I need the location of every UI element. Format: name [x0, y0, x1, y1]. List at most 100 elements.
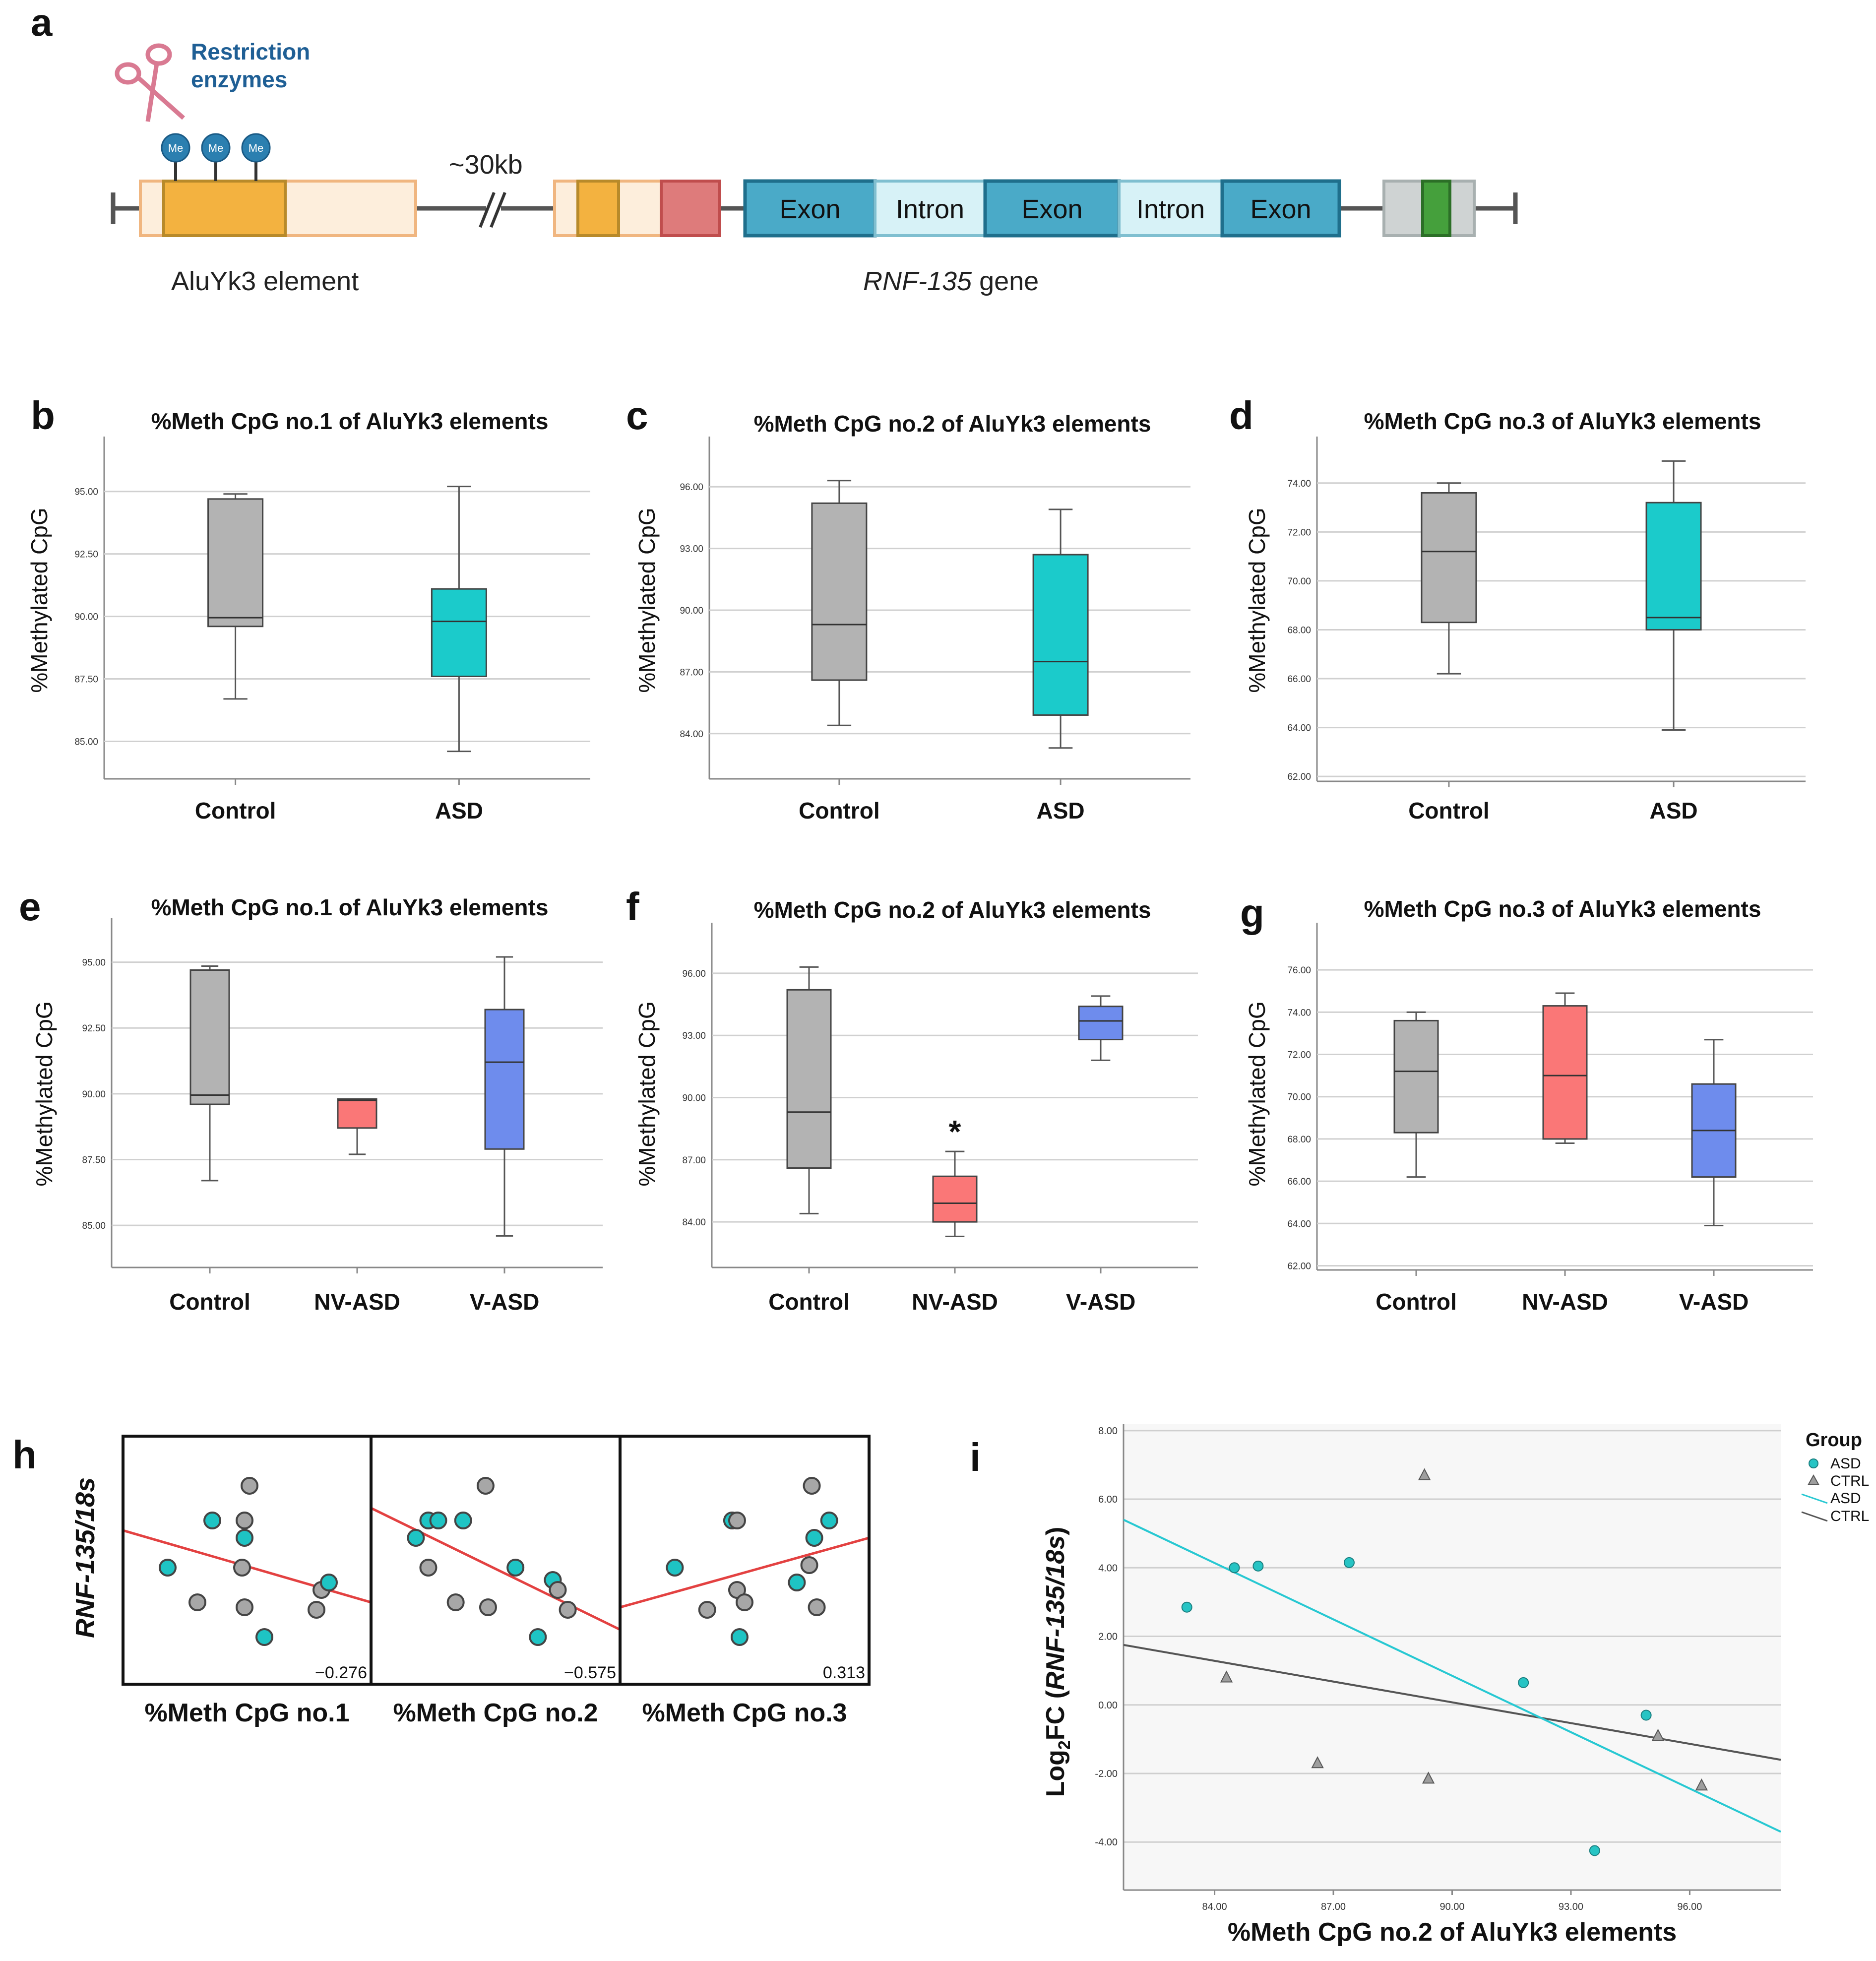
category-label-e: Control [169, 1289, 250, 1315]
category-label-e: NV-ASD [314, 1289, 400, 1315]
panel-h: h RNF-135/18s −0.276 %Meth CpG no.1 −0.575 %M… [12, 1433, 871, 1727]
point-asd [1589, 1845, 1600, 1856]
box-e-2 [337, 1098, 377, 1273]
legend-ctrl-line [1801, 1511, 1828, 1522]
box-body-b [431, 588, 487, 677]
category-label-g: Control [1376, 1289, 1457, 1315]
point-asd [730, 1628, 749, 1646]
gene-label: RNF-135 gene [863, 266, 1039, 296]
y-tick-label-d: 64.00 [1287, 723, 1311, 734]
point-ctrl [236, 1598, 253, 1616]
exon-1 [743, 179, 877, 238]
alu-element-label: AluYk3 element [171, 266, 359, 296]
point-asd [506, 1559, 525, 1577]
panel-c: c %Meth CpG no.2 of AluYk3 elements %Methy… [626, 393, 1190, 823]
point-asd [666, 1559, 684, 1577]
intron-2 [1118, 180, 1224, 237]
box-body-e [189, 969, 230, 1105]
subplot-h-2: −0.575 %Meth CpG no.2 [370, 1435, 622, 1727]
point-asd [1252, 1560, 1264, 1572]
y-axis-label-e: %Methylated CpG [31, 1001, 57, 1186]
y-label-suffix: ) [1041, 1527, 1070, 1535]
chart-title-f: %Meth CpG no.2 of AluYk3 elements [754, 897, 1151, 923]
svg-text:Me: Me [168, 142, 184, 154]
methyl-group-1: Me [161, 133, 190, 181]
box-body-c [811, 502, 868, 681]
panel-f: f %Meth CpG no.2 of AluYk3 elements %Methy… [626, 885, 1198, 1315]
y-tick-label-d: 66.00 [1287, 674, 1311, 685]
panel-a: a Restriction enzymes ~30kb AluYk3 eleme… [31, 0, 1518, 296]
y-tick-label-c: 84.00 [680, 729, 703, 740]
subplot-frame-h [619, 1435, 871, 1686]
y-label-subscript: 2 [1055, 1740, 1074, 1750]
x-axis-label-h: %Meth CpG no.1 [144, 1699, 349, 1727]
svg-text:Me: Me [208, 142, 224, 154]
category-label-f: NV-ASD [912, 1289, 998, 1315]
box-b-1 [207, 493, 264, 785]
point-ctrl [1311, 1756, 1324, 1769]
y-tick-label-f: 93.00 [682, 1031, 706, 1041]
panel-d: d %Meth CpG no.3 of AluYk3 elements %Methy… [1229, 393, 1806, 823]
legend-asd-point-label: ASD [1830, 1455, 1861, 1472]
panel-letter-h: h [12, 1433, 37, 1477]
point-ctrl [476, 1477, 495, 1495]
y-tick-label-c: 93.00 [680, 544, 703, 555]
point-ctrl [808, 1598, 826, 1616]
box-d-2 [1645, 460, 1702, 787]
y-tick-label-d: 62.00 [1287, 772, 1311, 782]
subplot-h-3: 0.313 %Meth CpG no.3 [619, 1435, 871, 1727]
y-tick-label-g: 70.00 [1287, 1092, 1311, 1103]
y-tick-label-b: 90.00 [74, 612, 98, 623]
category-label-b: ASD [435, 798, 483, 823]
svg-text:Me: Me [249, 142, 264, 154]
point-asd [255, 1628, 273, 1646]
point-ctrl [728, 1512, 746, 1529]
point-asd [203, 1512, 221, 1529]
box-body-e [484, 1009, 525, 1150]
scissors-icon [115, 43, 185, 122]
correlation-value-h: −0.276 [315, 1663, 367, 1682]
point-asd [1640, 1709, 1652, 1721]
y-tick-label-g: 64.00 [1287, 1219, 1311, 1229]
category-label-d: Control [1408, 798, 1490, 823]
chart-title-b: %Meth CpG no.1 of AluYk3 elements [151, 408, 549, 434]
methyl-group-3: Me [241, 133, 271, 181]
point-asd [1229, 1562, 1240, 1574]
box-f-1 [786, 966, 832, 1273]
subplot-h-1: −0.276 %Meth CpG no.1 [122, 1435, 373, 1727]
point-ctrl [241, 1477, 258, 1495]
regression-line-h [371, 1507, 620, 1631]
break-mark-1 [479, 191, 496, 228]
point-ctrl [1418, 1468, 1431, 1480]
y-tick-label-g: 68.00 [1287, 1135, 1311, 1145]
point-ctrl [559, 1601, 577, 1619]
polya-block [1421, 180, 1451, 237]
point-asd [805, 1529, 823, 1547]
exon-3 [1220, 179, 1341, 238]
y-tick-label-i: 8.00 [1098, 1426, 1118, 1437]
point-asd [320, 1574, 338, 1591]
significance-star: * [949, 1114, 961, 1149]
y-axis-label-h: RNF-135/18s [70, 1477, 100, 1638]
point-ctrl [1422, 1771, 1435, 1784]
y-tick-label-i: -4.00 [1095, 1837, 1118, 1848]
point-ctrl [446, 1593, 465, 1611]
y-tick-label-e: 92.50 [82, 1023, 106, 1034]
intron-2-label: Intron [1136, 194, 1205, 224]
box-body-b [207, 498, 264, 628]
box-b-2 [431, 486, 487, 785]
plot-background-i [1124, 1424, 1781, 1890]
y-tick-label-f: 96.00 [682, 969, 706, 979]
panel-g: g %Meth CpG no.3 of AluYk3 elements %Methy… [1240, 891, 1813, 1315]
y-tick-label-d: 72.00 [1287, 527, 1311, 538]
legend-ctrl-line-label: CTRL [1830, 1508, 1869, 1524]
y-tick-label-f: 84.00 [682, 1217, 706, 1228]
y-axis-label-b: %Methylated CpG [26, 507, 52, 693]
legend-asd-line-label: ASD [1830, 1490, 1861, 1507]
y-axis-label-c: %Methylated CpG [634, 507, 660, 693]
category-label-g: V-ASD [1679, 1289, 1749, 1315]
correlation-value-h: −0.575 [564, 1663, 616, 1682]
point-ctrl [1220, 1670, 1233, 1683]
box-g-1 [1393, 1011, 1439, 1276]
